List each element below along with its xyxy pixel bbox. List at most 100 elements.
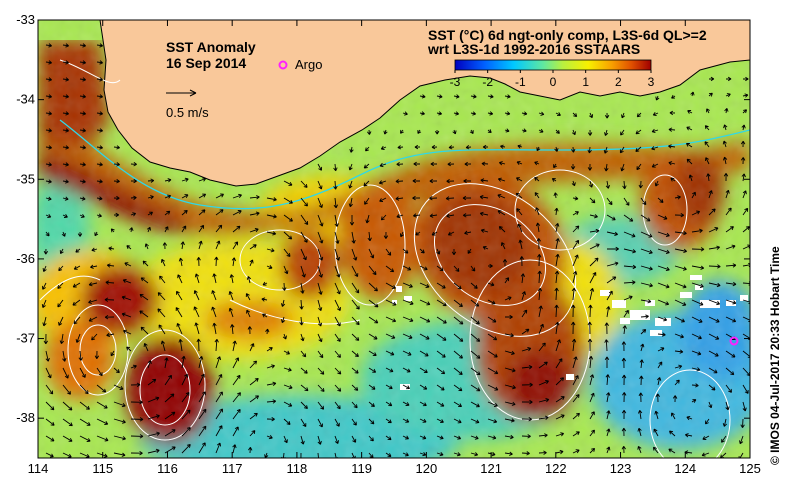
velocity-arrow-icon xyxy=(453,333,464,342)
velocity-arrow-icon xyxy=(198,355,204,369)
velocity-arrow-icon xyxy=(215,391,223,403)
velocity-arrow-icon xyxy=(282,333,287,340)
velocity-arrow-icon xyxy=(368,367,377,373)
velocity-arrow-icon xyxy=(399,231,404,238)
velocity-arrow-icon xyxy=(589,228,600,234)
velocity-arrow-icon xyxy=(88,299,98,304)
velocity-arrow-icon xyxy=(708,316,720,323)
velocity-arrow-icon xyxy=(62,145,69,150)
velocity-arrow-icon xyxy=(198,240,203,250)
velocity-arrow-icon xyxy=(334,418,340,427)
velocity-arrow-icon xyxy=(537,270,542,284)
velocity-arrow-icon xyxy=(317,231,324,244)
velocity-arrow-icon xyxy=(487,333,498,341)
velocity-arrow-icon xyxy=(482,245,489,250)
velocity-arrow-icon xyxy=(571,321,576,335)
velocity-arrow-icon xyxy=(604,129,609,136)
velocity-arrow-icon xyxy=(538,433,548,438)
velocity-arrow-icon xyxy=(725,93,731,98)
velocity-arrow-icon xyxy=(79,43,86,48)
velocity-arrow-icon xyxy=(79,162,86,167)
velocity-arrow-icon xyxy=(62,111,69,116)
velocity-arrow-icon xyxy=(164,210,171,216)
velocity-arrow-icon xyxy=(215,408,223,420)
velocity-arrow-icon xyxy=(402,350,412,356)
velocity-arrow-icon xyxy=(572,356,578,369)
velocity-arrow-icon xyxy=(637,410,643,420)
velocity-arrow-icon xyxy=(470,111,477,116)
velocity-arrow-icon xyxy=(685,142,693,148)
velocity-arrow-icon xyxy=(91,333,98,341)
velocity-arrow-icon xyxy=(334,384,342,392)
velocity-arrow-icon xyxy=(351,418,357,426)
velocity-arrow-icon xyxy=(96,213,102,218)
velocity-arrow-icon xyxy=(412,178,421,184)
velocity-arrow-icon xyxy=(419,248,425,254)
scale-label: 0.5 m/s xyxy=(166,105,209,120)
velocity-arrow-icon xyxy=(62,179,69,184)
velocity-arrow-icon xyxy=(555,414,565,420)
velocity-arrow-icon xyxy=(637,445,642,454)
velocity-arrow-icon xyxy=(249,412,258,420)
velocity-arrow-icon xyxy=(668,144,676,149)
velocity-arrow-icon xyxy=(691,191,696,199)
velocity-arrow-icon xyxy=(96,196,103,201)
velocity-arrow-icon xyxy=(57,282,64,289)
x-tick-label: 120 xyxy=(416,461,438,476)
velocity-arrow-icon xyxy=(572,270,578,284)
velocity-arrow-icon xyxy=(589,374,595,386)
velocity-arrow-icon xyxy=(708,208,716,216)
velocity-arrow-icon xyxy=(555,238,560,250)
velocity-arrow-icon xyxy=(538,323,544,335)
argo-float-marker xyxy=(729,336,739,346)
velocity-arrow-icon xyxy=(674,248,688,254)
velocity-arrow-icon xyxy=(317,435,322,445)
velocity-arrow-icon xyxy=(379,162,387,168)
velocity-arrow-icon xyxy=(147,378,157,386)
velocity-arrow-icon xyxy=(265,328,270,335)
velocity-arrow-icon xyxy=(79,77,86,82)
velocity-arrow-icon xyxy=(73,316,81,325)
velocity-arrow-icon xyxy=(415,231,421,236)
velocity-arrow-icon xyxy=(232,210,242,216)
velocity-arrow-icon xyxy=(623,248,637,254)
velocity-arrow-icon xyxy=(538,380,549,386)
y-tick-label: -38 xyxy=(16,410,35,425)
velocity-arrow-icon xyxy=(725,367,735,376)
velocity-arrow-icon xyxy=(96,384,107,393)
velocity-arrow-icon xyxy=(96,401,108,409)
velocity-arrow-icon xyxy=(464,230,472,235)
velocity-arrow-icon xyxy=(469,129,474,134)
velocity-arrow-icon xyxy=(636,112,642,118)
velocity-arrow-icon xyxy=(723,173,729,182)
velocity-arrow-icon xyxy=(178,339,183,352)
velocity-arrow-icon xyxy=(368,333,378,340)
velocity-arrow-icon xyxy=(553,163,557,169)
velocity-arrow-icon xyxy=(249,195,260,200)
velocity-arrow-icon xyxy=(349,146,354,153)
velocity-arrow-icon xyxy=(73,265,81,270)
velocity-arrow-icon xyxy=(686,126,693,131)
x-tick-label: 116 xyxy=(157,461,178,476)
velocity-arrow-icon xyxy=(300,367,308,374)
velocity-arrow-icon xyxy=(62,60,69,65)
velocity-arrow-icon xyxy=(300,231,308,243)
velocity-arrow-icon xyxy=(725,244,736,250)
velocity-arrow-icon xyxy=(464,161,472,167)
velocity-arrow-icon xyxy=(385,401,393,407)
velocity-arrow-icon xyxy=(90,264,98,269)
velocity-arrow-icon xyxy=(42,316,47,327)
velocity-arrow-icon xyxy=(402,401,410,406)
velocity-arrow-icon xyxy=(436,452,444,457)
velocity-arrow-icon xyxy=(538,361,548,369)
velocity-arrow-icon xyxy=(551,178,557,182)
velocity-arrow-icon xyxy=(79,196,86,201)
velocity-arrow-icon xyxy=(351,231,356,244)
velocity-arrow-icon xyxy=(470,452,479,457)
velocity-arrow-icon xyxy=(742,316,750,322)
velocity-arrow-icon xyxy=(351,299,360,310)
colorbar-title: SST (°C) 6d ngt-only comp, L3S-6d QL>=2 xyxy=(428,27,707,43)
velocity-arrow-icon xyxy=(113,384,124,391)
velocity-arrow-icon xyxy=(419,435,427,440)
velocity-arrow-icon xyxy=(640,248,653,255)
